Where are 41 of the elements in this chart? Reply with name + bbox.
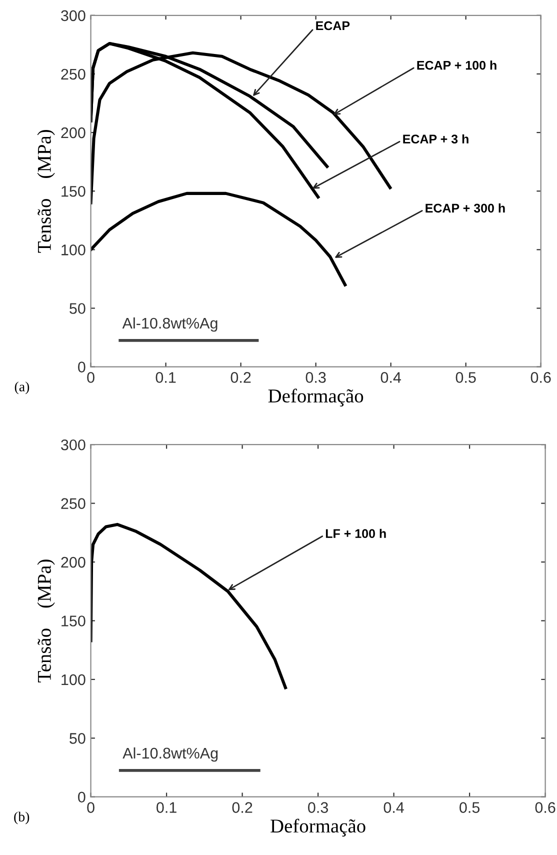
y-tick-label: 150 (62, 186, 86, 197)
x-tick-label: 0.1 (156, 372, 176, 383)
y-tick-label: 200 (61, 127, 86, 138)
x-tick-label: 0.5 (456, 372, 476, 383)
x-tick-label: 0 (87, 802, 94, 813)
x-tick-label: 0.6 (535, 802, 556, 813)
x-axis-title: Deformação (268, 388, 364, 407)
y-tick-label: 250 (61, 498, 86, 509)
x-tick-label: 0.3 (306, 372, 326, 383)
y-tick-label: 250 (61, 68, 86, 80)
y-tick-label: 0 (78, 362, 86, 372)
x-tick-label: 0.1 (156, 802, 176, 813)
annotation: ECAP (316, 21, 350, 30)
annotation: Al-10.8wt%Ag (122, 747, 218, 762)
annotation: ECAP + 100 h (417, 60, 496, 70)
x-tick-label: 0.6 (530, 372, 551, 383)
y-tick-label: 150 (62, 616, 86, 626)
y-tick-label: 0 (78, 792, 86, 803)
x-tick-label: 0.2 (232, 802, 252, 813)
x-tick-label: 0.3 (308, 802, 328, 813)
annotation: LF + 100 h (326, 528, 386, 538)
y-tick-label: 50 (70, 303, 86, 314)
text: (b) (14, 812, 30, 824)
x-tick-label: 0.2 (230, 372, 251, 383)
annotation: ECAP + 3 h (403, 134, 468, 144)
y-tick-label: 200 (61, 556, 86, 568)
y-tick-label: 300 (61, 439, 86, 450)
y-axis-title: Tensão (MPa) (37, 560, 55, 682)
y-tick-label: 50 (70, 733, 86, 744)
annotation: Al-10.8wt%Ag (122, 317, 218, 332)
x-tick-label: 0.4 (380, 372, 401, 383)
annotation: ECAP + 300 h (426, 203, 505, 213)
x-tick-label: 0.5 (460, 802, 480, 813)
x-tick-label: 0.4 (384, 802, 404, 813)
y-tick-label: 100 (62, 674, 86, 686)
y-tick-label: 300 (61, 10, 86, 22)
y-tick-label: 100 (62, 244, 86, 256)
x-axis-title: Deformação (270, 818, 366, 837)
x-tick-label: 0 (87, 372, 94, 383)
text: (a) (14, 382, 30, 394)
y-axis-title: Tensão (MPa) (37, 130, 55, 253)
